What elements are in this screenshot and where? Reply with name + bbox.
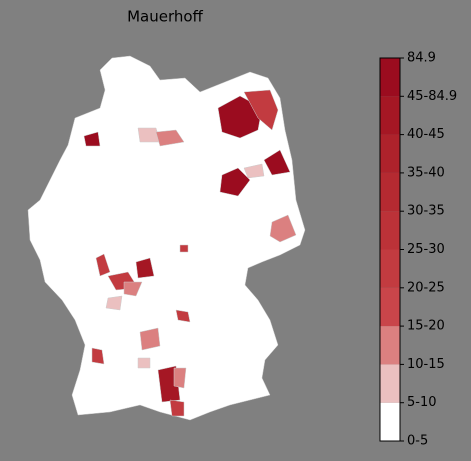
- chart-title: Mauerhoff: [127, 8, 203, 26]
- colorbar-label: 10-15: [407, 357, 445, 372]
- region: [179, 244, 189, 253]
- colorbar-label: 40-45: [407, 127, 445, 142]
- colorbar-label: 15-20: [407, 319, 445, 334]
- colorbar-label: 0-5: [407, 434, 428, 449]
- colorbar-segment: [380, 96, 400, 135]
- region: [95, 253, 111, 277]
- region: [135, 257, 155, 279]
- region: [91, 347, 105, 365]
- region: [175, 309, 191, 323]
- colorbar-label: 84.9: [407, 51, 436, 66]
- colorbar-segment: [380, 287, 400, 327]
- colorbar-segment: [380, 134, 400, 173]
- colorbar-segment: [380, 364, 400, 403]
- country-outline: [27, 55, 306, 421]
- region: [263, 149, 291, 176]
- colorbar-label: 35-40: [407, 165, 445, 180]
- region: [217, 95, 263, 139]
- region: [169, 399, 185, 417]
- region: [173, 367, 187, 389]
- colorbar-segment: [380, 172, 400, 212]
- region: [105, 295, 123, 311]
- region: [137, 357, 151, 369]
- region: [219, 167, 251, 197]
- region: [243, 89, 279, 131]
- colorbar-segment: [380, 211, 400, 250]
- colorbar-label: 20-25: [407, 280, 445, 295]
- region: [155, 129, 185, 147]
- region: [83, 131, 101, 147]
- region: [269, 214, 297, 243]
- colorbar-segment: [380, 249, 400, 288]
- colorbar-segment: [380, 58, 400, 97]
- colorbar-label: 45-84.9: [407, 89, 457, 104]
- region: [243, 163, 265, 179]
- colorbar-label: 30-35: [407, 204, 445, 219]
- colorbar-segment: [380, 326, 400, 365]
- map: [27, 55, 306, 421]
- colorbar-label: 25-30: [407, 242, 445, 257]
- colorbar-label: 5-10: [407, 395, 437, 410]
- region: [139, 327, 161, 351]
- colorbar-segment: [380, 402, 400, 441]
- region: [123, 281, 143, 297]
